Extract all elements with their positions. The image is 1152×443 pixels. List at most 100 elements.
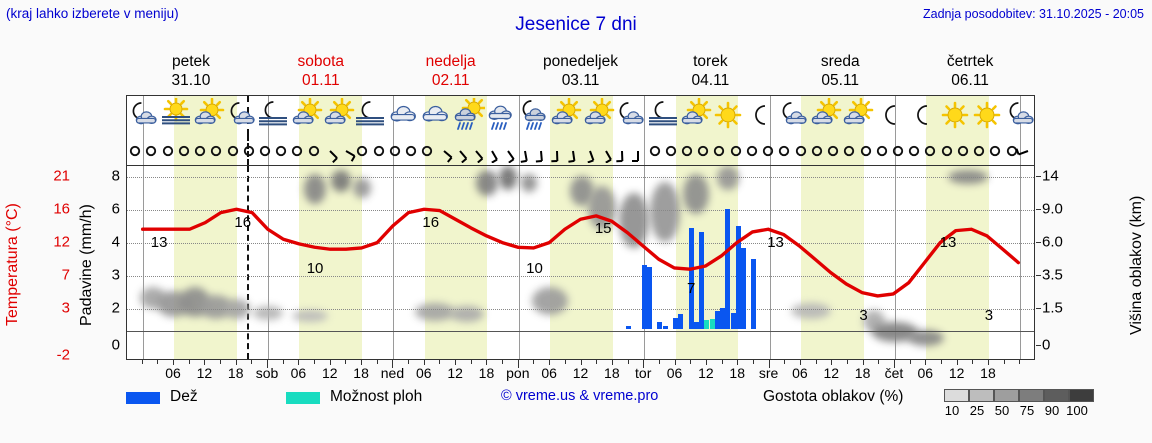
x-axis-minor-tick: [564, 360, 566, 364]
day-divider: [393, 166, 395, 359]
temperature-point-label: 13: [150, 233, 168, 251]
day-name: petek: [171, 53, 210, 70]
day-name: sobota: [297, 53, 345, 70]
wind-calm-icon: [398, 137, 424, 163]
x-axis-minor-tick: [815, 360, 817, 364]
x-axis-label: sob: [255, 365, 279, 381]
day-divider: [769, 135, 771, 165]
day-divider: [644, 135, 646, 165]
page-title: Jesenice 7 dni: [515, 14, 637, 35]
temperature-point-label: 16: [234, 213, 252, 231]
temperature-point-label: 15: [594, 220, 612, 238]
wind-barb-icon: [560, 137, 586, 163]
day-header-nedelja: nedelja 02.11: [386, 52, 516, 92]
wind-calm-icon: [836, 137, 862, 163]
cloud-icon: [386, 98, 420, 132]
day-divider: [894, 96, 896, 135]
x-axis-tick: [768, 360, 770, 368]
x-axis-minor-tick: [1003, 360, 1005, 364]
rain-bar: [657, 322, 663, 329]
day-divider: [644, 166, 646, 359]
day-name: nedelja: [425, 53, 476, 70]
location-menu-note[interactable]: (kraj lahko izberete v meniju): [6, 6, 179, 21]
x-axis-label: 06: [165, 365, 181, 381]
wind-barb-icon: [512, 137, 538, 163]
wind-barb-icon: [1015, 137, 1034, 163]
x-axis-tick: [267, 360, 269, 368]
x-axis-minor-tick: [721, 360, 723, 364]
cloud-density-blob: [223, 298, 250, 319]
x-axis-label: 18: [604, 365, 620, 381]
wind-barb-icon: [317, 137, 343, 163]
cloud-height-tick: [1036, 175, 1041, 177]
x-axis-minor-tick: [627, 360, 629, 364]
x-axis-minor-tick: [502, 360, 504, 364]
rain-bar: [662, 325, 668, 329]
day-date: 05.11: [821, 72, 860, 89]
x-axis-minor-tick: [784, 360, 786, 364]
x-axis-minor-tick: [580, 360, 582, 364]
x-axis-label: 06: [290, 365, 307, 381]
wind-calm-icon: [414, 137, 440, 163]
day-header-četrtek: četrtek 06.11: [905, 52, 1035, 92]
cloud-density-swatch: [944, 389, 969, 402]
cloud-density-blob: [476, 169, 499, 196]
sun-cloud-icon: [289, 98, 323, 132]
copyright-link[interactable]: © vreme.us & vreme.pro: [501, 388, 659, 404]
day-date: 06.11: [951, 72, 989, 89]
wind-barb-icon: [528, 137, 554, 163]
legend: Dež Možnost ploh © vreme.us & vreme.pro …: [126, 388, 1146, 422]
day-divider: [1020, 166, 1022, 359]
wind-calm-icon: [674, 137, 700, 163]
day-header-ponedeljek: ponedeljek 03.11: [516, 52, 646, 92]
cloud-height-tick-label: 0: [1042, 336, 1051, 354]
wind-barb-icon: [463, 137, 489, 163]
wind-calm-icon: [901, 137, 927, 163]
x-axis-minor-tick: [705, 360, 707, 364]
wind-calm-icon: [723, 137, 749, 163]
daylight-stripe: [926, 135, 989, 165]
daylight-stripe: [926, 166, 989, 359]
x-axis-label: čet: [884, 365, 904, 381]
rain-bar: [751, 259, 757, 329]
day-divider: [1020, 135, 1022, 165]
wind-barbs-layer: [127, 135, 1034, 165]
wind-calm-icon: [171, 137, 197, 163]
x-axis-minor-tick: [987, 360, 989, 364]
wind-calm-icon: [642, 137, 668, 163]
precipitation-bars-layer: [127, 166, 1034, 359]
sun-icon: [938, 98, 972, 132]
cloud-density-blob: [871, 322, 918, 342]
wind-calm-icon: [127, 137, 148, 163]
x-axis-label: pon: [506, 365, 530, 381]
x-axis-minor-tick: [909, 360, 911, 364]
daylight-stripe: [550, 135, 613, 165]
temperature-point-label: 10: [526, 260, 543, 278]
x-axis-label: 12: [196, 365, 213, 381]
cloud-density-blob: [791, 302, 832, 319]
rain-bar: [678, 314, 684, 329]
x-axis-minor-tick: [298, 360, 300, 364]
rain-swatch: [126, 392, 160, 404]
rain-bar: [626, 326, 632, 329]
wind-barb-icon: [544, 137, 570, 163]
x-axis-label: 12: [447, 365, 463, 381]
daylight-stripe: [174, 166, 237, 359]
temperature-point-label: 13: [767, 233, 784, 251]
wind-barb-icon: [333, 137, 359, 163]
x-axis-minor-tick: [533, 360, 535, 364]
wind-calm-icon: [917, 137, 943, 163]
day-divider: [894, 166, 896, 359]
wind-barb-icon: [625, 137, 651, 163]
cloud-density-value: 90: [1044, 403, 1060, 418]
wind-calm-icon: [820, 137, 846, 163]
x-axis-minor-tick: [611, 360, 613, 364]
x-axis-minor-tick: [846, 360, 848, 364]
daylight-stripe: [174, 135, 237, 165]
cloud-density-swatch: [994, 389, 1019, 402]
cloud-height-tick: [1036, 242, 1041, 244]
x-axis-minor-tick: [235, 360, 237, 364]
x-axis-minor-tick: [1019, 360, 1021, 364]
day-name: torek: [693, 53, 728, 70]
x-axis-minor-tick: [972, 360, 974, 364]
